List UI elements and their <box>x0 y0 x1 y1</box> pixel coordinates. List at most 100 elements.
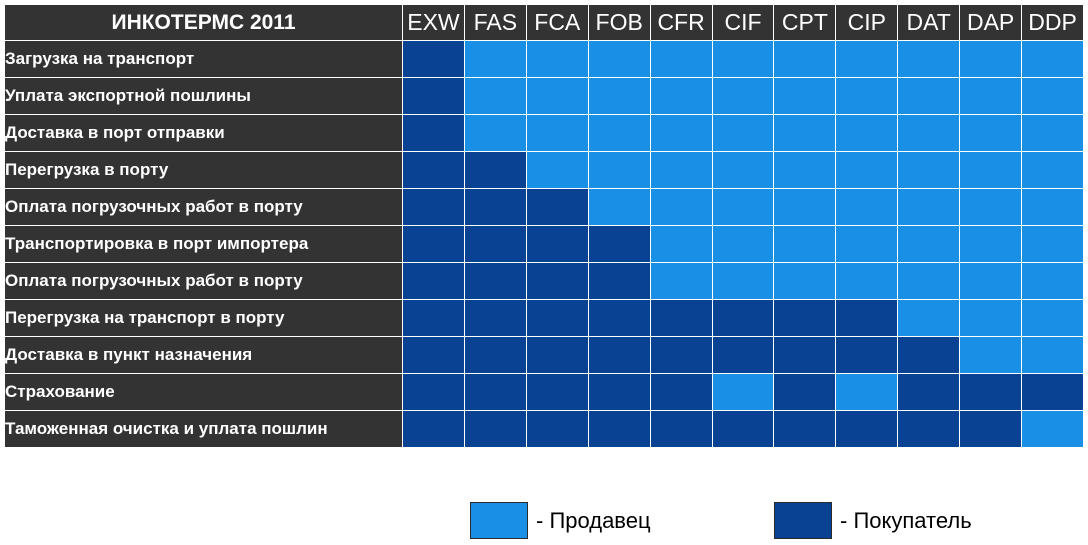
column-header-dat: DAT <box>897 4 961 41</box>
column-header-cpt: CPT <box>773 4 837 41</box>
matrix-cell-cpt <box>773 188 837 226</box>
table-row: Таможенная очистка и уплата пошлин <box>4 410 1084 448</box>
matrix-cell-dap <box>959 40 1023 78</box>
row-label: Транспортировка в порт импортера <box>4 225 403 263</box>
matrix-cell-cip <box>835 114 899 152</box>
column-header-fob: FOB <box>587 4 651 41</box>
matrix-cell-cfr <box>649 188 713 226</box>
matrix-cell-fas <box>463 225 527 263</box>
matrix-cell-exw <box>402 373 465 411</box>
matrix-cell-exw <box>402 188 465 226</box>
legend-buyer: - Покупатель <box>774 502 972 539</box>
matrix-cell-fob <box>587 262 651 300</box>
matrix-cell-exw <box>402 225 465 263</box>
table-row: Страхование <box>4 373 1084 411</box>
matrix-cell-cfr <box>649 114 713 152</box>
matrix-cell-cfr <box>649 410 713 448</box>
matrix-cell-cif <box>711 225 775 263</box>
matrix-cell-fob <box>587 336 651 374</box>
matrix-cell-cfr <box>649 77 713 115</box>
matrix-cell-dap <box>959 373 1023 411</box>
column-header-cip: CIP <box>835 4 899 41</box>
matrix-cell-cif <box>711 410 775 448</box>
matrix-cell-fca <box>525 40 589 78</box>
row-label: Страхование <box>4 373 403 411</box>
table-row: Доставка в порт отправки <box>4 114 1084 152</box>
matrix-cell-fca <box>525 114 589 152</box>
table-row: Доставка в пункт назначения <box>4 336 1084 374</box>
matrix-cell-fca <box>525 336 589 374</box>
matrix-cell-cif <box>711 77 775 115</box>
row-label: Загрузка на транспорт <box>4 40 403 78</box>
matrix-cell-fca <box>525 299 589 337</box>
matrix-body: Загрузка на транспорт Уплата экспортной п… <box>4 40 1084 448</box>
table-row: Перегрузка на транспорт в порту <box>4 299 1084 337</box>
row-label: Перегрузка в порту <box>4 151 403 189</box>
matrix-cell-cip <box>835 262 899 300</box>
matrix-cell-ddp <box>1021 299 1084 337</box>
legend-seller-label: - Продавец <box>536 507 651 533</box>
matrix-cell-dat <box>897 373 961 411</box>
matrix-cell-cpt <box>773 373 837 411</box>
matrix-cell-fas <box>463 77 527 115</box>
matrix-cell-fca <box>525 225 589 263</box>
matrix-cell-exw <box>402 299 465 337</box>
incoterms-matrix: ИНКОТЕРМС 2011 EXW FAS FCA FOB CFR CIF CPT CIP D… <box>4 4 1084 448</box>
matrix-cell-dat <box>897 151 961 189</box>
matrix-cell-cif <box>711 40 775 78</box>
matrix-cell-cip <box>835 373 899 411</box>
column-header-cfr: CFR <box>649 4 713 41</box>
matrix-cell-fas <box>463 262 527 300</box>
column-header-exw: EXW <box>402 4 465 41</box>
matrix-cell-ddp <box>1021 373 1084 411</box>
matrix-cell-fas <box>463 188 527 226</box>
matrix-cell-exw <box>402 262 465 300</box>
matrix-cell-cif <box>711 373 775 411</box>
matrix-cell-dap <box>959 336 1023 374</box>
matrix-cell-fca <box>525 188 589 226</box>
matrix-cell-cif <box>711 151 775 189</box>
matrix-cell-cfr <box>649 373 713 411</box>
matrix-cell-cpt <box>773 114 837 152</box>
matrix-cell-dat <box>897 40 961 78</box>
matrix-cell-exw <box>402 336 465 374</box>
matrix-cell-ddp <box>1021 410 1084 448</box>
matrix-cell-ddp <box>1021 114 1084 152</box>
matrix-cell-fob <box>587 114 651 152</box>
matrix-cell-dap <box>959 77 1023 115</box>
matrix-cell-dat <box>897 188 961 226</box>
matrix-cell-dat <box>897 114 961 152</box>
matrix-cell-cip <box>835 151 899 189</box>
row-label: Перегрузка на транспорт в порту <box>4 299 403 337</box>
matrix-cell-exw <box>402 151 465 189</box>
matrix-cell-fob <box>587 151 651 189</box>
matrix-cell-ddp <box>1021 151 1084 189</box>
matrix-cell-exw <box>402 114 465 152</box>
header-row: ИНКОТЕРМС 2011 EXW FAS FCA FOB CFR CIF CPT CIP D… <box>4 4 1084 41</box>
column-header-fas: FAS <box>463 4 527 41</box>
matrix-cell-fob <box>587 373 651 411</box>
matrix-cell-cip <box>835 77 899 115</box>
table-row: Перегрузка в порту <box>4 151 1084 189</box>
matrix-cell-dat <box>897 299 961 337</box>
matrix-cell-cpt <box>773 410 837 448</box>
matrix-cell-cif <box>711 188 775 226</box>
matrix-cell-dap <box>959 225 1023 263</box>
row-label: Оплата погрузочных работ в порту <box>4 188 403 226</box>
matrix-cell-exw <box>402 77 465 115</box>
matrix-cell-ddp <box>1021 40 1084 78</box>
matrix-cell-cip <box>835 299 899 337</box>
matrix-cell-ddp <box>1021 188 1084 226</box>
matrix-cell-cfr <box>649 151 713 189</box>
row-label: Доставка в пункт назначения <box>4 336 403 374</box>
matrix-cell-ddp <box>1021 225 1084 263</box>
matrix-cell-dap <box>959 188 1023 226</box>
legend-seller: - Продавец <box>470 502 651 539</box>
matrix-cell-fas <box>463 410 527 448</box>
matrix-cell-fas <box>463 151 527 189</box>
matrix-cell-cpt <box>773 299 837 337</box>
matrix-cell-cip <box>835 225 899 263</box>
matrix-cell-dap <box>959 262 1023 300</box>
matrix-cell-fca <box>525 151 589 189</box>
matrix-cell-fob <box>587 77 651 115</box>
